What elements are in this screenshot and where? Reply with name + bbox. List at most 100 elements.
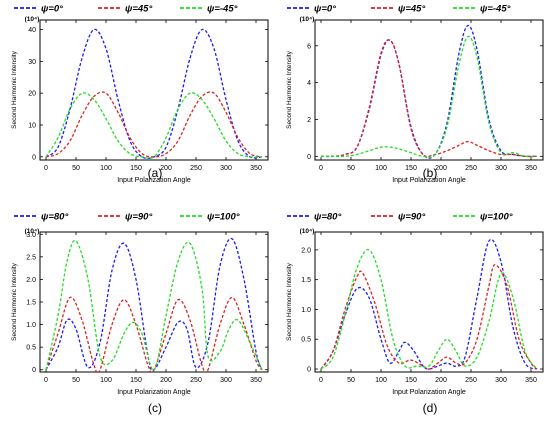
x-tick-label: 0 bbox=[44, 377, 48, 384]
x-tick-label: 150 bbox=[130, 165, 142, 172]
y-unit-label: (10⁴) bbox=[25, 228, 40, 235]
x-tick-label: 300 bbox=[220, 377, 232, 384]
legend-label: ψ=0° bbox=[41, 4, 63, 15]
x-tick-label: 100 bbox=[100, 165, 112, 172]
plot-frame bbox=[314, 19, 544, 161]
x-tick-label: 250 bbox=[190, 377, 202, 384]
y-tick-label: 1.5 bbox=[301, 277, 311, 284]
legend-label: ψ=45° bbox=[125, 4, 152, 15]
legend-label: ψ=90° bbox=[125, 212, 152, 223]
x-tick-label: 200 bbox=[435, 165, 447, 172]
x-tick-label: 350 bbox=[525, 165, 537, 172]
series-line-3 bbox=[320, 248, 538, 370]
y-tick-label: 1.5 bbox=[26, 300, 36, 307]
panel-label: (b) bbox=[423, 166, 438, 180]
x-tick-label: 50 bbox=[347, 377, 355, 384]
x-tick-label: 200 bbox=[160, 377, 172, 384]
x-axis-label: Input Polarization Angle bbox=[392, 389, 466, 396]
y-tick-label: 2.0 bbox=[26, 277, 36, 284]
x-tick-label: 150 bbox=[130, 377, 142, 384]
x-axis-label: Input Polarization Angle bbox=[117, 389, 191, 396]
x-tick-label: 300 bbox=[220, 165, 232, 172]
x-tick-label: 50 bbox=[72, 165, 80, 172]
y-tick-label: 2.0 bbox=[301, 247, 311, 254]
x-tick-label: 300 bbox=[495, 165, 507, 172]
panel-label: (a) bbox=[148, 166, 163, 180]
x-tick-label: 0 bbox=[319, 165, 323, 172]
x-tick-label: 300 bbox=[495, 377, 507, 384]
y-tick-label: 10 bbox=[28, 123, 36, 130]
series-line-3 bbox=[320, 35, 538, 159]
y-tick-label: 2.5 bbox=[26, 254, 36, 261]
x-tick-label: 350 bbox=[250, 377, 262, 384]
panel-label: (d) bbox=[423, 401, 438, 415]
y-tick-label: 6 bbox=[307, 43, 311, 50]
y-tick-label: 0 bbox=[32, 154, 36, 161]
x-tick-label: 200 bbox=[160, 165, 172, 172]
series-line-3 bbox=[45, 239, 263, 371]
legend-label: ψ=-45° bbox=[480, 4, 511, 15]
series-line-1 bbox=[45, 28, 263, 160]
x-tick-label: 100 bbox=[375, 165, 387, 172]
y-tick-label: 0 bbox=[32, 367, 36, 374]
x-tick-label: 50 bbox=[347, 165, 355, 172]
legend-label: ψ=80° bbox=[41, 212, 68, 223]
series-line-2 bbox=[320, 39, 538, 158]
plot-frame bbox=[314, 231, 544, 373]
chart-panel-2: 0 50 100 150 200 250 300 350 0 2 4 6 Input Polarizat… bbox=[286, 4, 544, 184]
x-tick-label: 150 bbox=[405, 377, 417, 384]
y-tick-label: 30 bbox=[28, 59, 36, 66]
x-tick-label: 150 bbox=[405, 165, 417, 172]
y-tick-label: 40 bbox=[28, 27, 36, 34]
legend-label: ψ=90° bbox=[398, 212, 425, 223]
y-unit-label: (10⁴) bbox=[25, 16, 40, 23]
series-line-2 bbox=[320, 264, 538, 370]
series-line-1 bbox=[45, 237, 263, 372]
y-tick-label: 20 bbox=[28, 91, 36, 98]
chart-panel-4: 0 50 100 150 200 250 300 350 0 0.5 1.0 1.5 2.0 Input … bbox=[286, 212, 544, 415]
y-tick-label: 1.0 bbox=[301, 307, 311, 314]
y-tick-label: 0.5 bbox=[301, 337, 311, 344]
y-tick-label: 1.0 bbox=[26, 322, 36, 329]
y-axis-label: Second Harmonic Intensity bbox=[286, 50, 293, 128]
series-line-2 bbox=[45, 91, 263, 158]
plot-frame bbox=[39, 231, 269, 373]
x-tick-label: 0 bbox=[44, 165, 48, 172]
plot-frame bbox=[39, 19, 269, 161]
y-unit-label: (10⁴) bbox=[300, 228, 315, 235]
series-line-1 bbox=[320, 24, 538, 159]
y-axis-label: Second Harmonic Intensity bbox=[286, 262, 293, 340]
series-line-1 bbox=[320, 238, 538, 370]
x-tick-label: 100 bbox=[100, 377, 112, 384]
y-tick-label: 0 bbox=[307, 367, 311, 374]
chart-panel-1: 0 50 100 150 200 250 300 350 0 10 20 30 40 Input Pola… bbox=[11, 4, 269, 184]
x-tick-label: 250 bbox=[465, 165, 477, 172]
x-axis-label: Input Polarization Angle bbox=[392, 177, 466, 184]
series-line-2 bbox=[45, 296, 263, 372]
legend-label: ψ=80° bbox=[314, 212, 341, 223]
x-tick-label: 350 bbox=[250, 165, 262, 172]
x-tick-label: 250 bbox=[190, 165, 202, 172]
y-tick-label: 3.0 bbox=[26, 232, 36, 239]
panel-label: (c) bbox=[148, 401, 162, 415]
y-tick-label: 0 bbox=[307, 154, 311, 161]
x-tick-label: 50 bbox=[72, 377, 80, 384]
y-tick-label: 0.5 bbox=[26, 345, 36, 352]
y-tick-label: 2 bbox=[307, 117, 311, 124]
x-tick-label: 250 bbox=[465, 377, 477, 384]
series-line-3 bbox=[45, 92, 263, 160]
legend-label: ψ=100° bbox=[207, 212, 240, 223]
x-tick-label: 350 bbox=[525, 377, 537, 384]
legend-label: ψ=45° bbox=[398, 4, 425, 15]
x-tick-label: 100 bbox=[375, 377, 387, 384]
legend-label: ψ=0° bbox=[314, 4, 336, 15]
x-tick-label: 200 bbox=[435, 377, 447, 384]
chart-panel-3: 0 50 100 150 200 250 300 350 0 0.5 1.0 1.5 2.0 2.5 3.0… bbox=[11, 212, 269, 415]
y-axis-label: Second Harmonic Intensity bbox=[11, 50, 18, 128]
y-tick-label: 4 bbox=[307, 80, 311, 87]
y-unit-label: (10⁴) bbox=[300, 16, 315, 23]
y-axis-label: Second Harmonic Intensity bbox=[11, 262, 18, 340]
legend-label: ψ=100° bbox=[480, 212, 513, 223]
x-axis-label: Input Polarization Angle bbox=[117, 177, 191, 184]
